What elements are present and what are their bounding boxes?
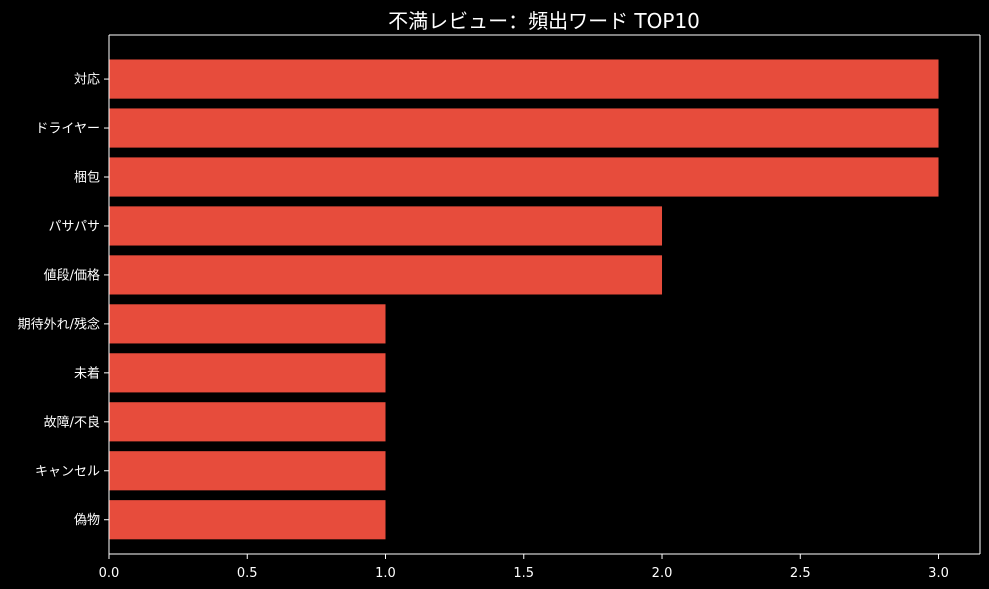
y-tick-label: 未着 <box>74 365 100 381</box>
y-tick-label: ドライヤー <box>35 122 100 137</box>
bar-0 <box>109 59 939 99</box>
bar-8 <box>109 451 386 491</box>
y-tick-label: 故障/不良 <box>44 414 100 430</box>
bar-1 <box>109 108 939 148</box>
y-tick-label: 対応 <box>74 73 100 88</box>
x-tick-label: 0.0 <box>99 566 120 581</box>
bar-7 <box>109 402 386 442</box>
y-tick-label: 梱包 <box>74 170 100 185</box>
bar-9 <box>109 500 386 540</box>
y-tick-label: 値段/価格 <box>44 267 100 283</box>
y-tick-label: 偽物 <box>74 513 100 528</box>
x-tick-label: 2.0 <box>652 566 673 581</box>
y-tick-label: パサパサ <box>49 219 100 234</box>
y-tick-label: 期待外れ/残念 <box>18 316 100 332</box>
bar-6 <box>109 353 386 393</box>
x-tick-label: 1.5 <box>513 566 534 581</box>
axes-frame <box>108 34 981 555</box>
bar-5 <box>109 304 386 344</box>
x-tick-label: 2.5 <box>790 566 811 581</box>
bars-group <box>109 59 939 540</box>
x-tick-group: 0.0 0.5 1.0 1.5 2.0 2.5 3.0 <box>99 554 949 581</box>
x-tick-label: 3.0 <box>928 566 949 581</box>
bar-2 <box>109 157 939 197</box>
bar-4 <box>109 255 663 295</box>
x-tick-label: 0.5 <box>237 566 258 581</box>
y-tick-label: キャンセル <box>35 464 100 479</box>
x-tick-label: 1.0 <box>375 566 396 581</box>
bar-3 <box>109 206 663 246</box>
chart-title: 不満レビュー：頻出ワード TOP10 <box>388 9 700 33</box>
